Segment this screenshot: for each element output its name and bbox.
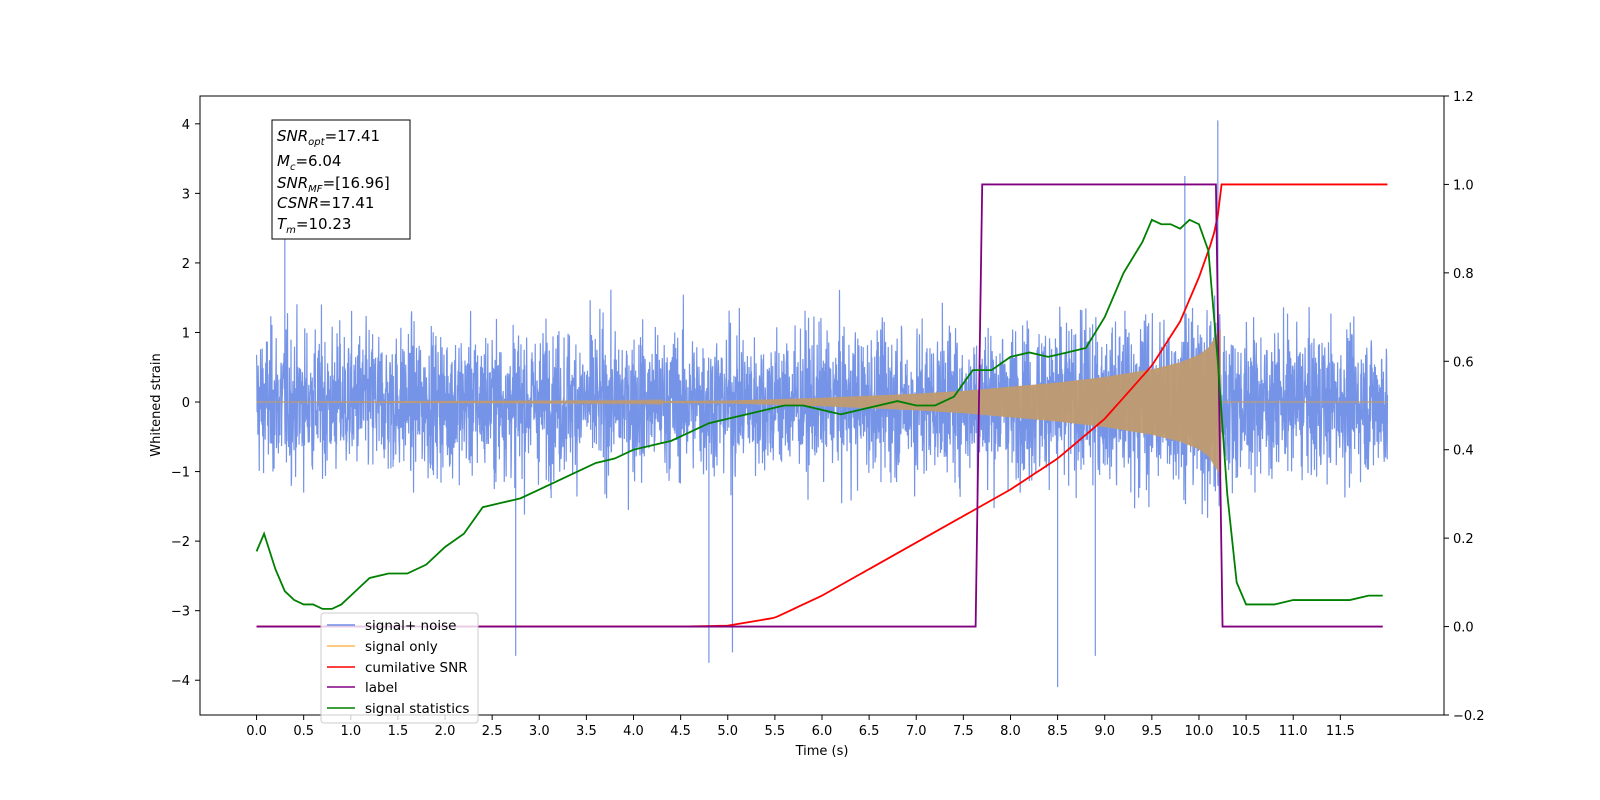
x-tick-label: 3.0 <box>529 724 550 739</box>
x-tick-label: 2.0 <box>435 724 456 739</box>
y2-tick-label: 1.0 <box>1453 178 1474 193</box>
annotation-chirp-mass: Mc=6.04 <box>277 152 341 173</box>
legend-label-signal-statistics: signal statistics <box>365 701 469 717</box>
y-tick-label: 0 <box>182 396 190 411</box>
x-tick-label: 9.5 <box>1142 724 1163 739</box>
legend-label-cumulative-snr: cumilative SNR <box>365 660 468 676</box>
annotation-frame <box>271 119 411 240</box>
x-tick-label: 6.0 <box>812 724 833 739</box>
series-label <box>256 183 1383 628</box>
axis-ticks: 0.0 0.5 1.0 1.5 2.0 2.5 3.0 3.5 4.0 4.5 5.0 5.5 6.0 6… <box>171 90 1485 739</box>
y-tick-label: −2 <box>171 535 190 550</box>
legend-frame <box>320 612 479 724</box>
annotation-csnr: CSNR=17.41 <box>277 194 374 212</box>
y2-tick-label: 0.4 <box>1453 444 1474 459</box>
parameter-annotation-box: SNRopt=17.41 Mc=6.04 SNRMF=[16.96] CSNR=… <box>271 119 411 240</box>
x-tick-label: 4.0 <box>623 724 644 739</box>
legend-label-signal-only: signal only <box>365 639 438 655</box>
x-tick-label: 5.0 <box>717 724 738 739</box>
x-tick-label: 8.0 <box>1000 724 1021 739</box>
x-tick-label: 9.0 <box>1094 724 1115 739</box>
x-tick-label: 11.0 <box>1279 724 1308 739</box>
y2-tick-label: −0.2 <box>1453 709 1485 724</box>
x-tick-label: 8.5 <box>1047 724 1068 739</box>
y2-tick-label: 0.6 <box>1453 355 1474 370</box>
y-tick-label: 3 <box>182 187 190 202</box>
y-axis-label: Whitened strain <box>149 353 164 456</box>
y-tick-label: 2 <box>182 257 190 272</box>
y-tick-label: −3 <box>171 605 190 620</box>
legend: signal+ noise signal only cumilative SNR… <box>320 612 479 724</box>
x-tick-label: 0.0 <box>246 724 267 739</box>
x-axis-label: Time (s) <box>795 744 849 759</box>
x-tick-label: 7.5 <box>953 724 974 739</box>
x-tick-label: 1.0 <box>340 724 361 739</box>
y2-tick-label: 0.0 <box>1453 621 1474 636</box>
y2-tick-label: 1.2 <box>1453 90 1474 105</box>
annotation-snr-opt: SNRopt=17.41 <box>277 127 380 148</box>
legend-label-label: label <box>365 680 398 696</box>
x-tick-label: 7.0 <box>906 724 927 739</box>
y-tick-label: 1 <box>182 326 190 341</box>
series-signal-statistics <box>255 218 1383 610</box>
y2-tick-label: 0.2 <box>1453 532 1474 547</box>
x-tick-label: 11.5 <box>1326 724 1355 739</box>
x-tick-label: 6.5 <box>859 724 880 739</box>
x-tick-label: 2.5 <box>482 724 503 739</box>
x-tick-label: 3.5 <box>576 724 597 739</box>
x-tick-label: 4.5 <box>670 724 691 739</box>
x-tick-label: 1.5 <box>388 724 409 739</box>
y-tick-label: −1 <box>171 466 190 481</box>
x-tick-label: 0.5 <box>293 724 314 739</box>
y-tick-label: −4 <box>171 674 190 689</box>
annotation-snr-mf: SNRMF=[16.96] <box>277 174 390 195</box>
x-tick-label: 10.0 <box>1184 724 1213 739</box>
x-tick-label: 5.5 <box>765 724 786 739</box>
x-tick-label: 10.5 <box>1232 724 1261 739</box>
annotation-merger-time: Tm=10.23 <box>277 215 351 236</box>
y2-tick-label: 0.8 <box>1453 267 1474 282</box>
legend-label-signal-noise: signal+ noise <box>365 618 456 634</box>
plot-area <box>255 120 1389 688</box>
series-signal-only <box>256 329 1388 476</box>
y-tick-label: 4 <box>182 118 190 133</box>
